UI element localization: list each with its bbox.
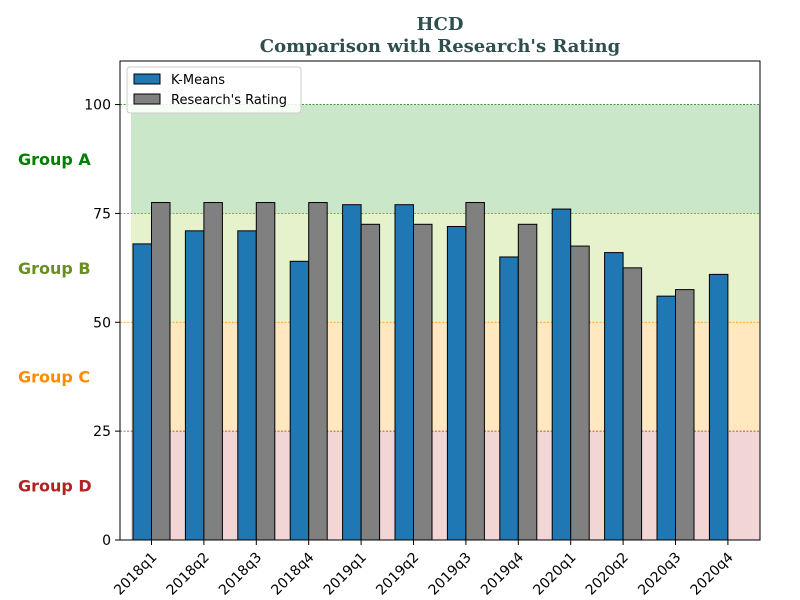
x-tick-label-10: 2020q3: [635, 550, 684, 599]
y-tick-label-3: 75: [93, 206, 111, 222]
band-1: [131, 213, 760, 323]
legend-swatch-1: [133, 93, 161, 105]
x-tick-label-2: 2018q3: [216, 550, 265, 599]
band-0: [131, 104, 760, 214]
x-tick-label-3: 2018q4: [268, 549, 317, 598]
legend: K-Means Research's Rating: [126, 66, 302, 114]
bar-1-0: [151, 202, 171, 541]
legend-box: [126, 66, 302, 114]
y-tick-label-4: 100: [84, 98, 111, 114]
bar-1-1: [203, 202, 223, 541]
group-label-1: Group B: [18, 259, 91, 278]
bar-0-4: [342, 204, 362, 541]
x-tick-label-9: 2020q2: [583, 550, 632, 599]
x-axis: 2018q1 2018q2 2018q3 2018q4 2019q1 2019q2 2019…: [111, 540, 737, 599]
bar-0-10: [656, 295, 676, 541]
bar-1-2: [255, 202, 276, 541]
bar-0-5: [394, 204, 414, 541]
bar-1-8: [570, 245, 590, 541]
legend-label-0: K-Means: [171, 73, 225, 88]
bars: [132, 202, 729, 541]
bar-0-0: [132, 243, 152, 541]
y-tick-label-0: 0: [102, 533, 111, 549]
x-tick-label-0: 2018q1: [111, 550, 160, 599]
bar-0-3: [289, 260, 310, 541]
band-2: [131, 322, 760, 432]
x-tick-label-7: 2019q4: [478, 549, 527, 598]
bar-1-5: [413, 223, 433, 541]
bar-0-9: [604, 252, 624, 541]
bar-1-4: [360, 223, 381, 541]
chart-subtitle: Comparison with Research's Rating: [260, 36, 621, 57]
bar-0-6: [446, 225, 467, 541]
x-tick-label-8: 2020q1: [530, 550, 579, 599]
bar-1-9: [622, 267, 643, 541]
x-tick-label-11: 2020q4: [688, 549, 737, 598]
group-label-3: Group D: [18, 477, 92, 496]
bar-0-2: [237, 230, 257, 541]
group-labels: Group A Group B Group C Group D: [18, 150, 92, 496]
x-tick-label-6: 2019q3: [426, 550, 475, 599]
group-label-2: Group C: [18, 368, 90, 387]
chart-title: HCD: [417, 14, 464, 35]
legend-swatch-0: [133, 73, 161, 85]
bar-0-8: [551, 208, 572, 541]
bar-1-10: [675, 289, 695, 541]
bar-0-7: [499, 256, 519, 541]
bar-1-3: [308, 202, 328, 541]
y-tick-label-1: 25: [93, 424, 111, 440]
group-bands: [120, 104, 760, 540]
group-label-0: Group A: [18, 150, 91, 169]
legend-label-1: Research's Rating: [171, 93, 287, 108]
bar-0-1: [184, 230, 205, 541]
plot-frame: [119, 60, 761, 541]
band-3: [131, 431, 760, 540]
x-tick-label-1: 2018q2: [164, 550, 213, 599]
bar-1-6: [465, 202, 485, 541]
y-tick-label-2: 50: [93, 315, 111, 331]
x-tick-label-4: 2019q1: [321, 550, 370, 599]
y-axis: 0 25 50 75 100: [84, 98, 120, 549]
bar-0-11: [708, 273, 729, 541]
bar-1-7: [517, 223, 538, 541]
x-tick-label-5: 2019q2: [373, 550, 422, 599]
